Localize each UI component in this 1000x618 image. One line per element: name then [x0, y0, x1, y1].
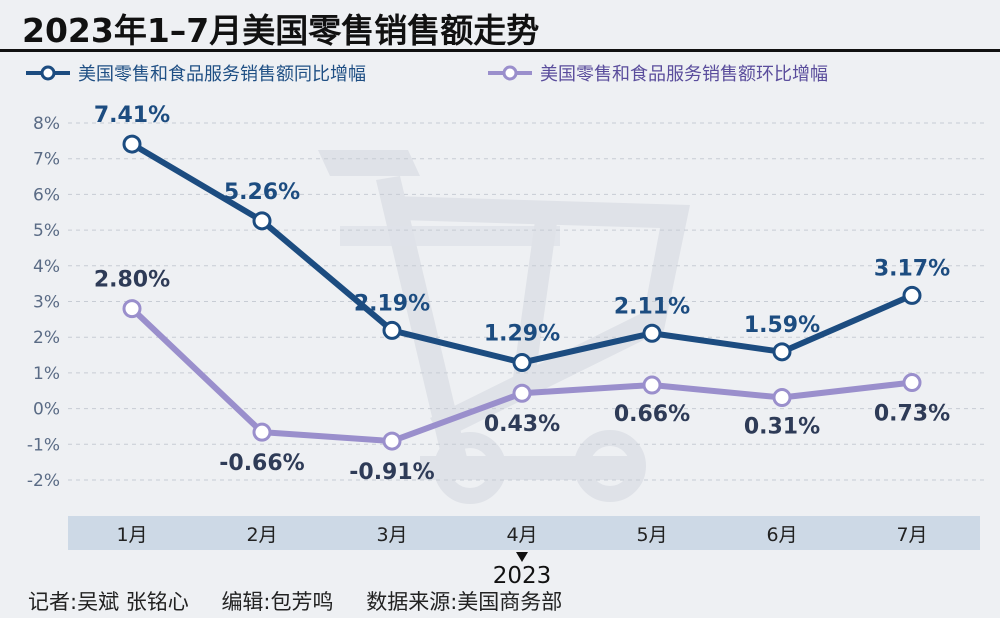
data-label: 1.29%: [484, 322, 560, 347]
y-tick-label: 7%: [33, 150, 60, 170]
data-label: 0.73%: [874, 402, 950, 427]
y-tick-label: -1%: [27, 435, 60, 455]
data-label: 0.66%: [614, 402, 690, 427]
data-point: [512, 383, 532, 403]
legend-swatch-mom: [488, 65, 532, 81]
y-tick-label: 6%: [33, 185, 60, 205]
legend-item-yoy: 美国零售和食品服务销售额同比增幅: [24, 60, 366, 86]
x-tick-label: 1月: [116, 524, 147, 546]
data-point: [772, 342, 792, 362]
data-label: 3.17%: [874, 256, 950, 281]
footer-reporter: 记者:吴斌 张铭心: [28, 590, 189, 614]
footer-editor: 编辑:包芳鸣: [221, 590, 334, 614]
data-point: [382, 431, 402, 451]
data-label: 7.41%: [94, 103, 170, 128]
y-tick-label: 3%: [33, 293, 60, 313]
legend-swatch-yoy: [26, 65, 70, 81]
x-tick-label: 4月: [506, 524, 537, 546]
footer-source: 数据来源:美国商务部: [366, 590, 563, 614]
y-tick-label: -2%: [27, 471, 60, 491]
legend-item-mom: 美国零售和食品服务销售额环比增幅: [486, 60, 828, 86]
title-divider: [0, 49, 1000, 52]
x-axis-band: [68, 516, 980, 550]
year-marker-arrow: [516, 552, 528, 562]
grid-lines: [68, 122, 985, 481]
y-tick-label: 8%: [33, 114, 60, 134]
legend-label-yoy: 美国零售和食品服务销售额同比增幅: [78, 64, 366, 85]
data-label: 2.80%: [94, 268, 170, 293]
data-point: [642, 323, 662, 343]
x-group-label: 2023: [493, 563, 552, 589]
page-title: 2023年1–7月美国零售销售额走势: [22, 11, 540, 50]
x-tick-label: 7月: [896, 524, 927, 546]
y-tick-label: 0%: [33, 400, 60, 420]
x-axis: 1月 2月 3月 4月 5月 6月 7月: [116, 524, 927, 546]
series-layer: 7.41% 5.26% 2.19% 1.29% 2.11% 1.59% 3.17% 2.80%…: [94, 103, 950, 485]
data-point: [122, 299, 142, 319]
data-label: 5.26%: [224, 180, 300, 205]
data-label: 0.31%: [744, 415, 820, 440]
y-axis: 8% 7% 6% 5% 4% 3% 2% 1% 0% -1% -2%: [27, 114, 60, 491]
legend-label-mom: 美国零售和食品服务销售额环比增幅: [540, 64, 828, 85]
data-label: 0.43%: [484, 412, 560, 437]
data-point: [902, 373, 922, 393]
data-point: [772, 388, 792, 408]
data-point: [252, 211, 272, 231]
data-point: [902, 285, 922, 305]
y-tick-label: 2%: [33, 328, 60, 348]
y-tick-label: 1%: [33, 364, 60, 384]
x-tick-label: 6月: [766, 524, 797, 546]
shopping-cart-icon: [318, 150, 690, 504]
x-tick-label: 3月: [376, 524, 407, 546]
data-label: 2.19%: [354, 291, 430, 316]
footer: 记者:吴斌 张铭心 编辑:包芳鸣 数据来源:美国商务部: [28, 586, 588, 616]
data-label: 1.59%: [744, 313, 820, 338]
x-tick-label: 2月: [246, 524, 277, 546]
data-point: [512, 353, 532, 373]
y-tick-label: 5%: [33, 221, 60, 241]
data-point: [252, 422, 272, 442]
data-label: 2.11%: [614, 294, 690, 319]
data-point: [642, 375, 662, 395]
data-label: -0.91%: [349, 460, 434, 485]
data-point: [382, 320, 402, 340]
legend: 美国零售和食品服务销售额同比增幅 美国零售和食品服务销售额环比增幅: [0, 60, 1000, 86]
data-point: [122, 134, 142, 154]
data-label: -0.66%: [219, 451, 304, 476]
x-tick-label: 5月: [636, 524, 667, 546]
y-tick-label: 4%: [33, 257, 60, 277]
